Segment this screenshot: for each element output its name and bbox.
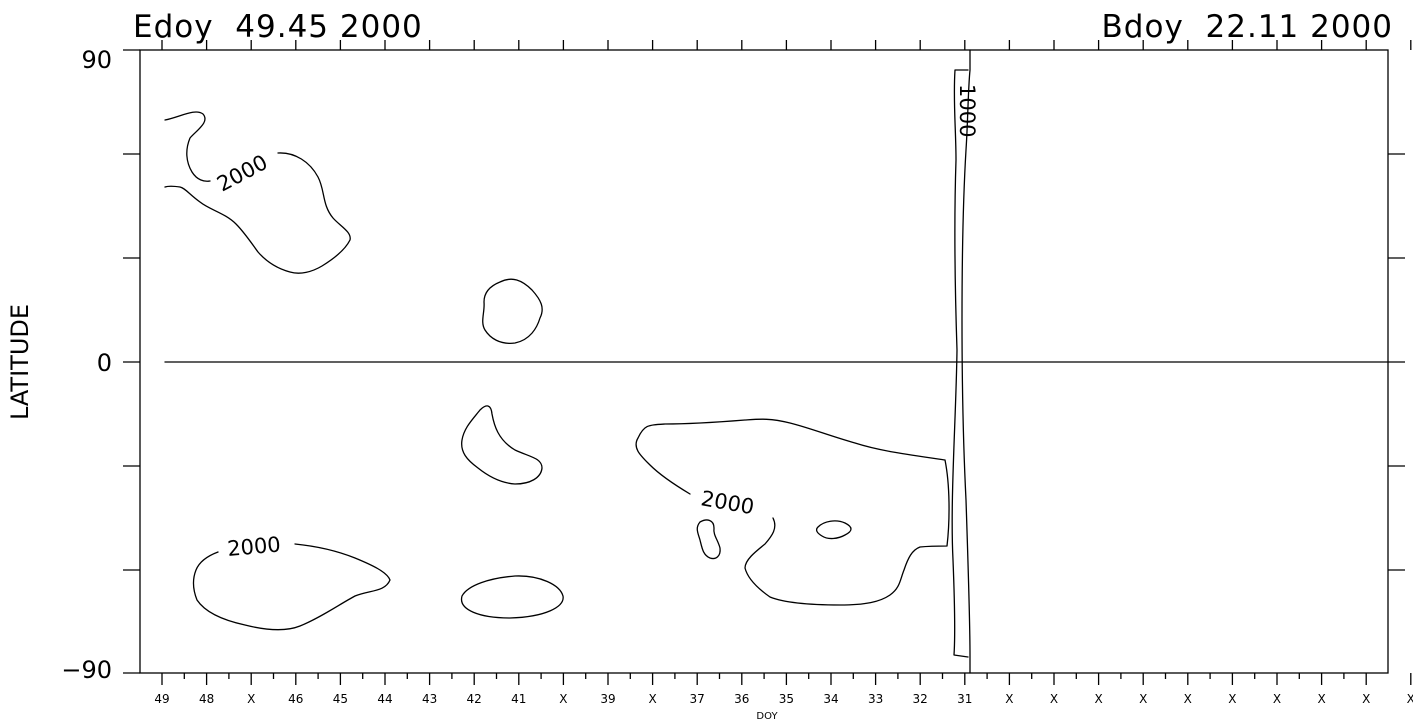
x-ticks <box>161 673 1412 685</box>
contour-label-1000: 1000 <box>955 84 979 137</box>
contour-closed-mid <box>461 405 543 485</box>
x-tick-label: 33 <box>868 692 883 706</box>
x-tick-label: 42 <box>467 692 482 706</box>
x-tick-label: 37 <box>690 692 705 706</box>
x-tick-label: X <box>1317 692 1325 706</box>
x-tick-label: X <box>1094 692 1102 706</box>
contour-top-left <box>164 111 351 274</box>
x-tick-label: 32 <box>913 692 928 706</box>
y-tick-label-0: 0 <box>97 349 112 377</box>
x-tick-label: X <box>1139 692 1147 706</box>
y-ticks <box>123 49 1405 674</box>
x-tick-label: 44 <box>377 692 392 706</box>
x-tick-label: X <box>1362 692 1370 706</box>
x-tick-label: X <box>1228 692 1236 706</box>
y-tick-label-neg90: −90 <box>61 656 112 684</box>
contour-bottom-left <box>192 543 391 631</box>
x-tick-label: 39 <box>600 692 615 706</box>
x-tick-label: X <box>1184 692 1192 706</box>
x-tick-label: 31 <box>957 692 972 706</box>
contour-islet-left <box>696 519 721 560</box>
x-tick-label: X <box>1005 692 1013 706</box>
header-left: Edoy 49.45 2000 <box>133 9 423 45</box>
contour-islet-right <box>815 520 852 540</box>
top-ticks <box>161 40 1412 50</box>
header-right: Bdoy 22.11 2000 <box>1102 9 1393 45</box>
x-tick-label: X <box>1273 692 1281 706</box>
x-tick-label: X <box>247 692 255 706</box>
x-tick-label: 41 <box>511 692 526 706</box>
x-tick-label: 36 <box>734 692 749 706</box>
x-tick-label: 48 <box>199 692 214 706</box>
contour-1000-band <box>951 49 971 674</box>
contour-bottom-ellipse <box>460 575 564 619</box>
contour-label-bottom-left: 2000 <box>226 532 281 561</box>
x-tick-label: X <box>1407 692 1413 706</box>
contour-central <box>635 418 950 606</box>
x-tick-label: 34 <box>823 692 838 706</box>
x-tick-label: 45 <box>333 692 348 706</box>
y-axis-title: LATITUDE <box>6 304 34 420</box>
y-tick-label-90: 90 <box>81 46 112 74</box>
x-tick-label: X <box>1050 692 1058 706</box>
x-tick-label: X <box>559 692 567 706</box>
x-tick-label: X <box>648 692 656 706</box>
contour-closed-upper <box>482 278 543 344</box>
x-tick-label: 43 <box>422 692 437 706</box>
x-tick-label: 46 <box>288 692 303 706</box>
x-tick-label: 49 <box>154 692 169 706</box>
x-tick-labels: 49 48 X 46 45 44 43 42 41 X 39 X 37 36 35 34 33 32 31 X X X X X… <box>154 692 1413 706</box>
contour-label-top-left: 2000 <box>213 150 271 196</box>
contour-label-central: 2000 <box>699 486 756 519</box>
x-tick-label: 35 <box>779 692 794 706</box>
x-axis-title: DOY <box>756 711 778 722</box>
